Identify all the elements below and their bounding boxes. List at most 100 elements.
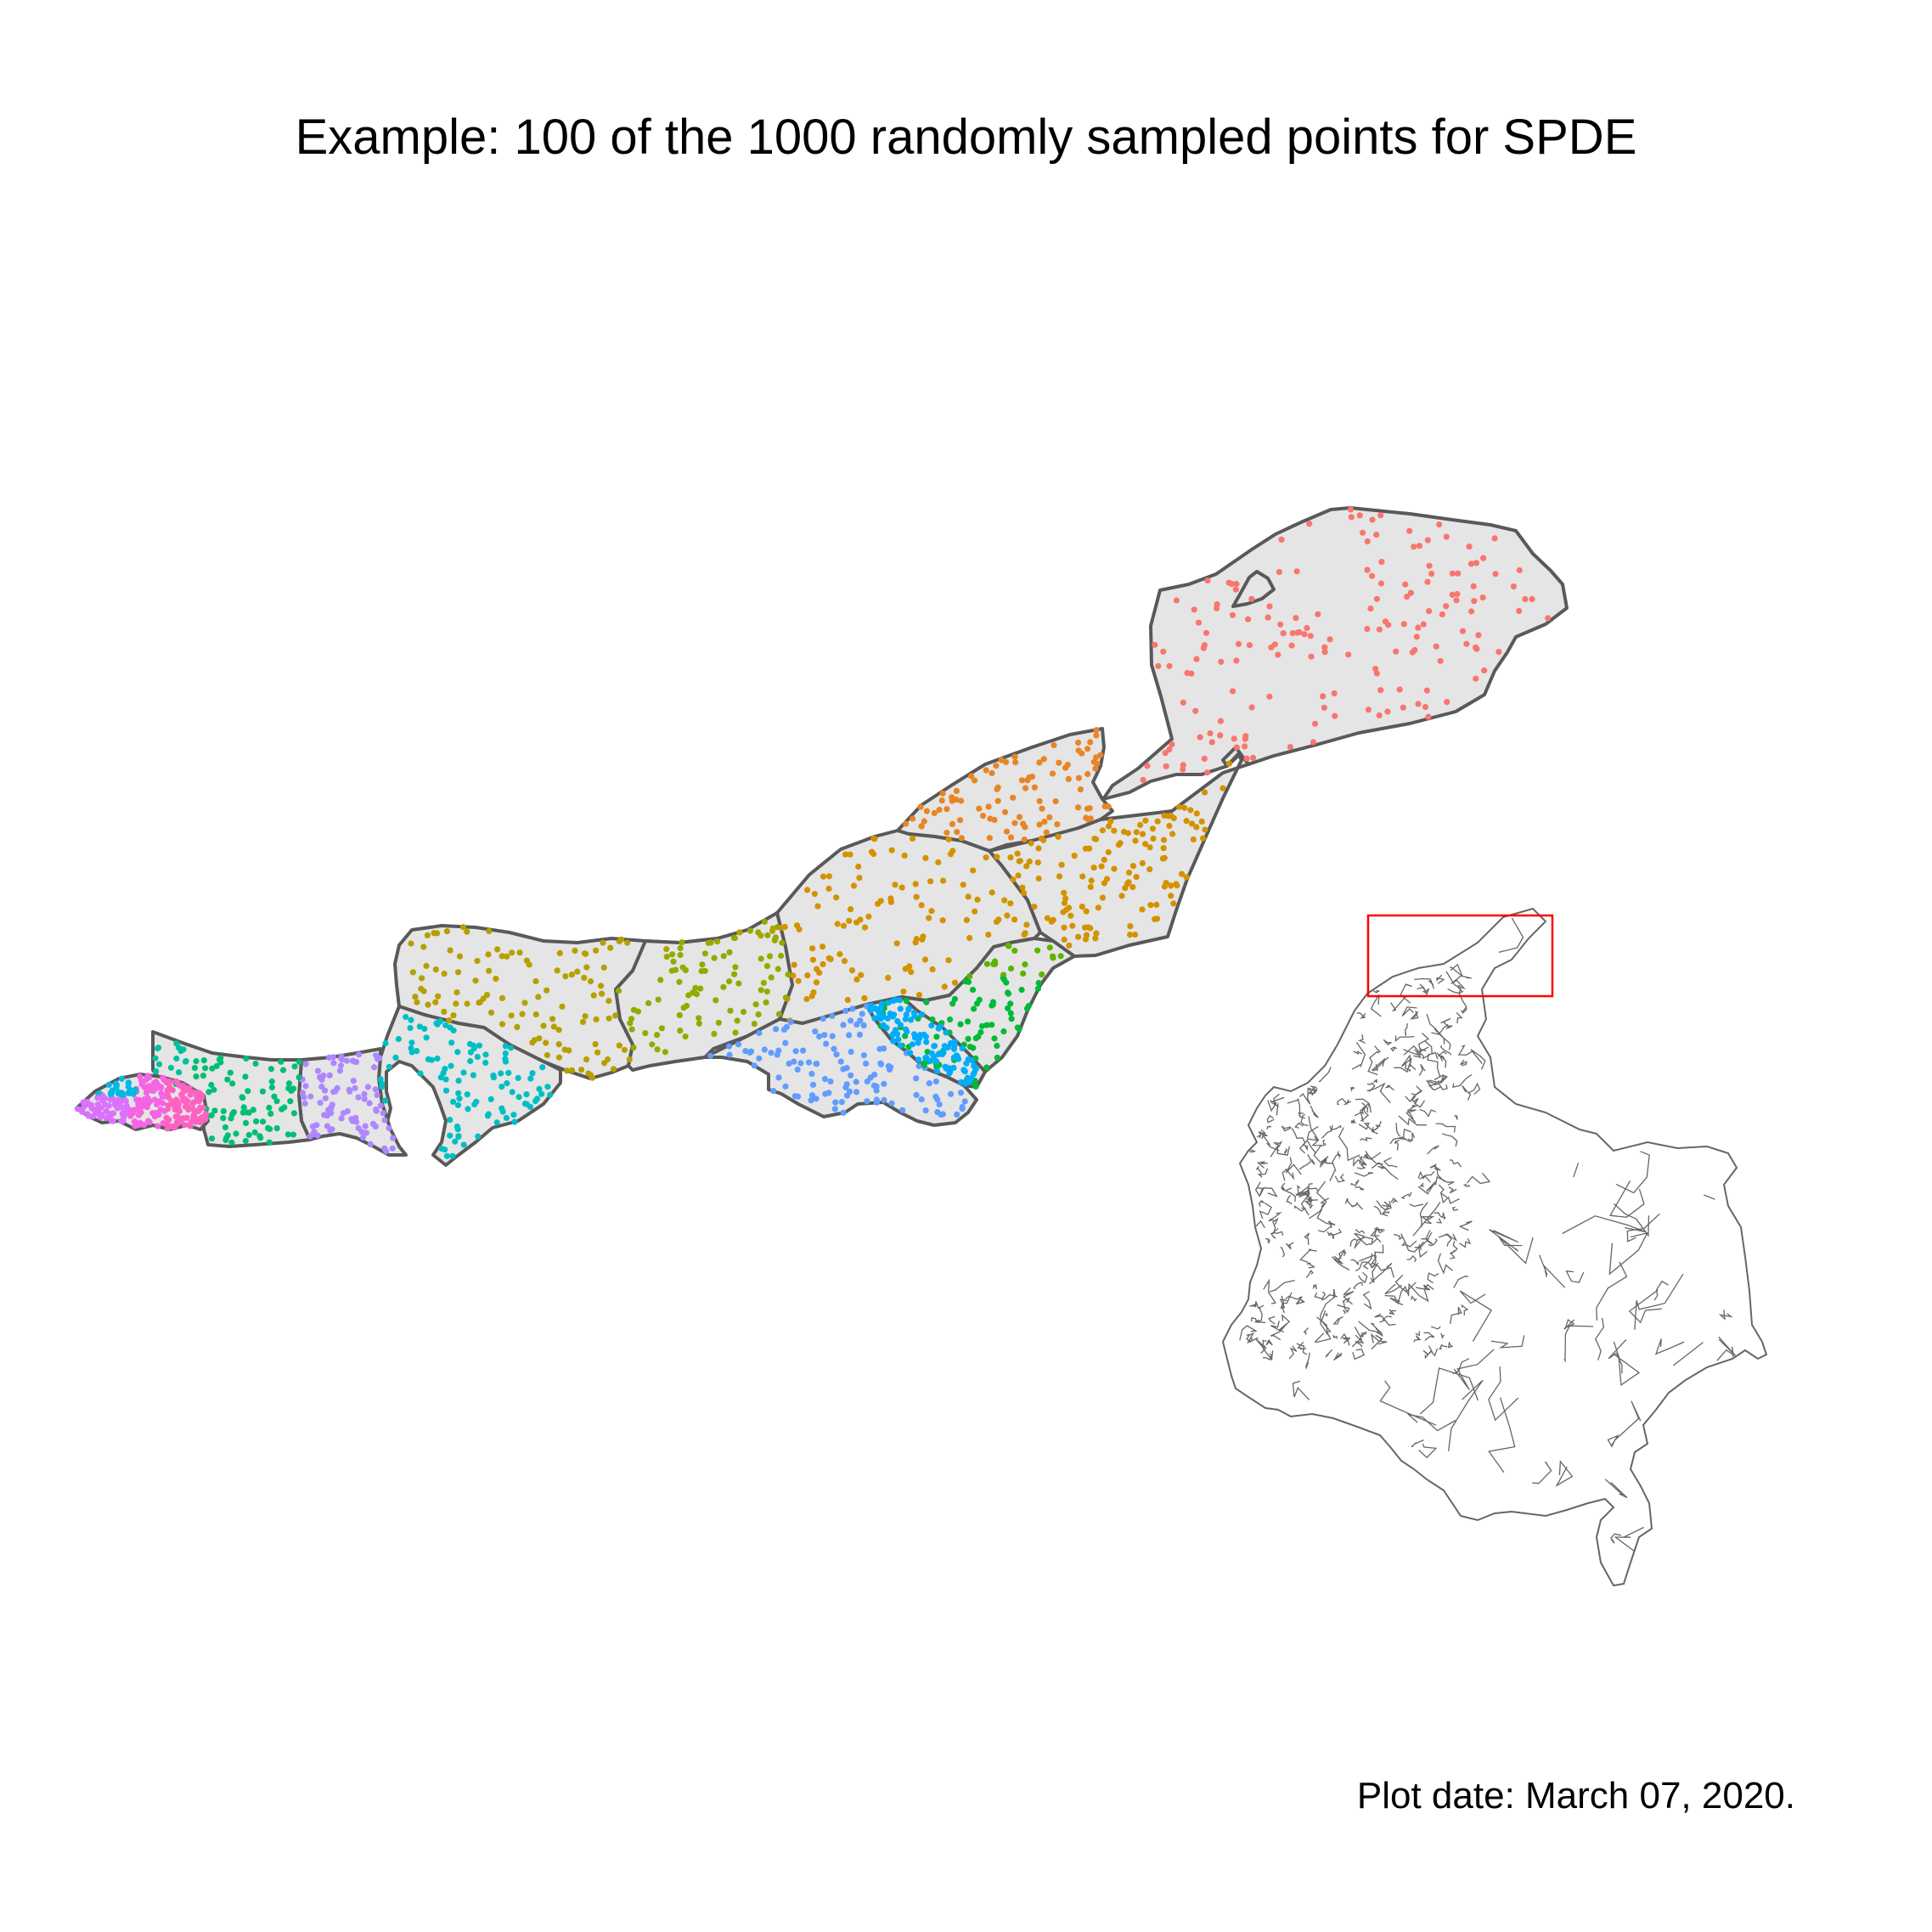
sample-point	[425, 1001, 431, 1008]
sample-point	[1433, 643, 1439, 650]
sample-point	[516, 949, 523, 956]
sample-point	[1378, 559, 1385, 566]
sample-point	[1075, 933, 1082, 940]
sample-point	[1225, 579, 1232, 586]
sample-point	[220, 1107, 227, 1115]
sample-point	[624, 939, 631, 946]
inset-boundary-line	[1281, 1125, 1292, 1132]
sample-point	[903, 998, 910, 1005]
sample-point	[555, 1041, 562, 1048]
sample-point	[346, 1088, 353, 1095]
sample-point	[352, 1084, 358, 1091]
inset-boundary-line	[1307, 1196, 1313, 1203]
inset-boundary-line	[1467, 1172, 1491, 1185]
sample-point	[1098, 863, 1105, 870]
inset-boundary-line	[1324, 1312, 1328, 1317]
sample-point	[969, 1057, 976, 1064]
sample-point	[467, 1057, 474, 1065]
sample-point	[949, 794, 955, 801]
sample-point	[1010, 876, 1017, 883]
sample-point	[876, 1045, 883, 1052]
inset-boundary-line	[1459, 1237, 1472, 1248]
sample-point	[977, 1028, 984, 1036]
sample-point	[725, 1043, 733, 1050]
inset-boundary-line	[1351, 1042, 1366, 1070]
inset-boundary-line	[1450, 1249, 1456, 1259]
inset-boundary-line	[1358, 1034, 1366, 1045]
sample-point	[959, 1103, 966, 1111]
sample-point	[259, 1088, 266, 1095]
sample-point	[536, 1085, 543, 1092]
inset-boundary-line	[1419, 1202, 1428, 1228]
sample-point	[273, 1098, 280, 1105]
sample-point	[966, 934, 973, 942]
sample-point	[994, 797, 1001, 804]
sample-point	[696, 1015, 702, 1022]
sample-point	[1454, 590, 1461, 598]
sample-point	[1189, 820, 1196, 827]
sample-point	[1396, 686, 1403, 693]
inset-boundary-line	[1614, 1526, 1644, 1552]
sample-point	[151, 1096, 158, 1103]
sample-point	[395, 1035, 402, 1043]
sample-point	[805, 1059, 813, 1066]
sample-point	[421, 1025, 428, 1033]
sample-point	[211, 1107, 218, 1114]
sample-point	[888, 1100, 895, 1107]
sample-point	[1012, 759, 1019, 766]
inset-boundary-line	[1462, 1183, 1471, 1188]
sample-point	[960, 882, 966, 888]
inset-boundary-line	[1299, 1087, 1311, 1105]
sample-point	[1071, 853, 1078, 859]
inset-boundary-line	[1298, 1139, 1317, 1154]
inset-boundary-line	[1532, 1461, 1552, 1484]
sample-point	[720, 953, 727, 960]
sample-point	[408, 1017, 414, 1023]
inset-boundary-line	[1248, 1149, 1257, 1153]
inset-boundary-line	[1287, 1097, 1301, 1117]
sample-point	[978, 1022, 986, 1029]
inset-boundary-line	[1307, 1187, 1318, 1196]
sample-point	[1369, 572, 1376, 579]
sample-point	[1245, 616, 1252, 622]
sample-point	[746, 927, 754, 934]
sample-point	[994, 918, 1000, 925]
sample-point	[1082, 936, 1090, 943]
sample-point	[386, 1063, 392, 1070]
sample-point	[132, 1123, 138, 1129]
sample-point	[630, 1045, 637, 1051]
sample-point	[1075, 774, 1082, 781]
sample-point	[1385, 622, 1392, 628]
sample-point	[934, 1109, 941, 1116]
inset-boundary-line	[1342, 1297, 1351, 1303]
inset-boundary-line	[1398, 1129, 1411, 1141]
sample-point	[965, 893, 972, 900]
sample-point	[983, 1064, 990, 1071]
sample-point	[589, 1074, 596, 1081]
inset-boundary-line	[1447, 1379, 1484, 1451]
inset-boundary-line	[1254, 1181, 1264, 1197]
inset-boundary-line	[1377, 1165, 1399, 1180]
inset-boundary-line	[1304, 1183, 1313, 1193]
sample-point	[1426, 562, 1433, 569]
inset-boundary-line	[1451, 1207, 1458, 1212]
sample-point	[1019, 884, 1026, 891]
sample-point	[701, 950, 709, 957]
sample-point	[786, 1060, 792, 1067]
inset-boundary-line	[1298, 1161, 1311, 1170]
sample-point	[366, 1100, 373, 1107]
sample-point	[994, 1042, 1000, 1050]
sample-point	[994, 786, 1000, 792]
inset-boundary-line	[1453, 1114, 1459, 1120]
sample-point	[872, 1005, 879, 1012]
inset-boundary-line	[1420, 1216, 1435, 1225]
sample-point	[926, 1080, 932, 1087]
sample-point	[173, 1040, 180, 1047]
sample-point	[550, 1023, 558, 1030]
sample-point	[447, 1117, 453, 1124]
sample-point	[194, 1107, 201, 1115]
sample-point	[1230, 688, 1236, 695]
sample-point	[1169, 831, 1176, 837]
sample-point	[677, 944, 684, 952]
sample-point	[1173, 597, 1180, 604]
